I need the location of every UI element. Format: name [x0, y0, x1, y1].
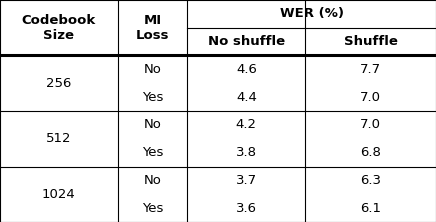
Text: Shuffle: Shuffle: [344, 35, 398, 48]
Text: Yes: Yes: [142, 146, 164, 159]
Text: 7.0: 7.0: [360, 91, 381, 104]
Text: 7.7: 7.7: [360, 63, 381, 76]
Text: 4.6: 4.6: [236, 63, 257, 76]
Text: 6.1: 6.1: [360, 202, 381, 215]
Text: 6.3: 6.3: [360, 174, 381, 187]
Text: 4.2: 4.2: [236, 118, 257, 131]
Text: No shuffle: No shuffle: [208, 35, 285, 48]
Text: Yes: Yes: [142, 202, 164, 215]
Text: MI
Loss: MI Loss: [136, 14, 169, 42]
Text: Yes: Yes: [142, 91, 164, 104]
Text: 6.8: 6.8: [360, 146, 381, 159]
Text: 256: 256: [46, 77, 72, 90]
Text: WER (%): WER (%): [280, 7, 344, 20]
Text: No: No: [144, 174, 161, 187]
Text: No: No: [144, 63, 161, 76]
Text: 1024: 1024: [42, 188, 76, 201]
Text: 4.4: 4.4: [236, 91, 257, 104]
Text: 7.0: 7.0: [360, 118, 381, 131]
Text: Codebook
Size: Codebook Size: [22, 14, 96, 42]
Text: 3.7: 3.7: [236, 174, 257, 187]
Text: No: No: [144, 118, 161, 131]
Text: 512: 512: [46, 132, 72, 145]
Text: 3.6: 3.6: [236, 202, 257, 215]
Text: 3.8: 3.8: [236, 146, 257, 159]
